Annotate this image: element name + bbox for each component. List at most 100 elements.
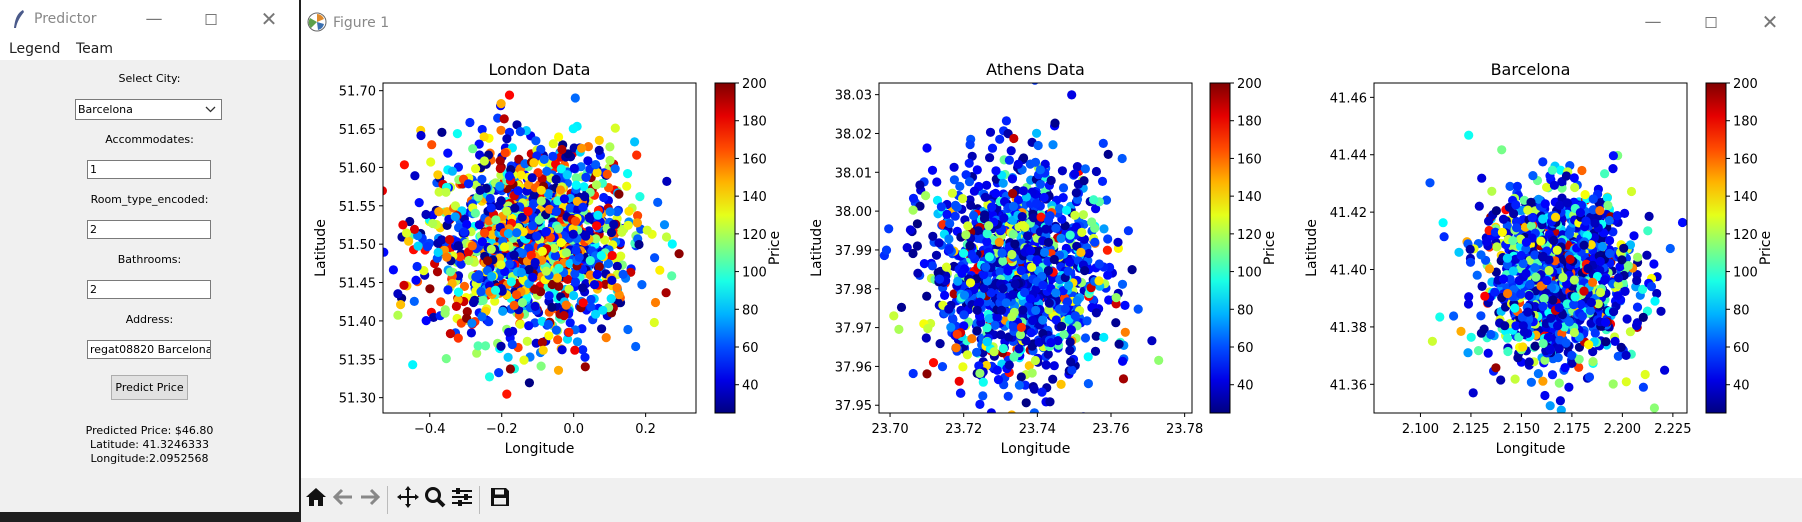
data-point xyxy=(526,250,536,260)
data-point xyxy=(570,345,580,355)
data-point xyxy=(1549,180,1559,190)
figure-titlebar[interactable]: Figure 1 — ◻ ✕ xyxy=(301,0,1802,44)
configure-subplots-icon[interactable] xyxy=(449,478,475,516)
data-point xyxy=(459,281,470,291)
data-point xyxy=(1014,344,1024,354)
room-type-input[interactable]: 2 xyxy=(87,220,211,239)
predict-price-button[interactable]: Predict Price xyxy=(111,375,188,400)
menu-legend[interactable]: Legend xyxy=(9,41,61,57)
data-point xyxy=(495,253,505,263)
forward-arrow-icon[interactable] xyxy=(357,478,383,516)
data-point xyxy=(456,259,466,269)
data-point xyxy=(626,267,636,277)
data-point xyxy=(1016,372,1026,382)
data-point xyxy=(1078,210,1088,220)
y-tick-label: 51.55 xyxy=(339,200,376,215)
data-point xyxy=(541,266,551,276)
data-point xyxy=(599,192,609,203)
figure-minimize-icon[interactable]: — xyxy=(1644,12,1662,32)
pan-icon[interactable] xyxy=(395,478,421,516)
data-point xyxy=(1053,336,1063,346)
data-point xyxy=(581,172,591,182)
data-point xyxy=(1484,264,1495,274)
data-point xyxy=(570,269,580,279)
data-point xyxy=(959,248,969,258)
colorbar-tick-label: 140 xyxy=(1733,190,1758,205)
save-icon[interactable] xyxy=(487,478,513,516)
colorbar-tick-label: 80 xyxy=(1733,303,1750,318)
data-point xyxy=(451,301,461,311)
scatter-points xyxy=(1425,130,1687,413)
data-point xyxy=(490,285,501,295)
data-point xyxy=(1133,304,1143,314)
data-point xyxy=(459,227,469,237)
data-point xyxy=(1031,305,1041,315)
data-point xyxy=(1091,331,1101,341)
data-point xyxy=(958,362,968,372)
data-point xyxy=(1065,345,1075,356)
data-point xyxy=(536,185,546,195)
accommodates-input[interactable]: 1 xyxy=(87,160,211,179)
home-icon[interactable] xyxy=(303,478,329,516)
data-point xyxy=(1518,342,1528,352)
data-point xyxy=(1097,176,1108,186)
data-point xyxy=(1091,166,1101,177)
data-point xyxy=(331,228,340,237)
data-point xyxy=(1476,250,1486,260)
feather-icon xyxy=(12,9,26,33)
data-point xyxy=(1008,322,1019,332)
menu-team[interactable]: Team xyxy=(76,41,114,57)
data-point xyxy=(1502,333,1513,343)
figure-close-icon[interactable]: ✕ xyxy=(1761,10,1779,34)
data-point xyxy=(436,297,446,307)
data-point xyxy=(568,229,578,239)
data-point xyxy=(932,177,942,187)
zoom-icon[interactable] xyxy=(422,478,448,516)
data-point xyxy=(506,277,516,287)
maximize-icon[interactable]: ◻ xyxy=(203,9,219,29)
data-point xyxy=(414,198,424,208)
data-point xyxy=(383,247,389,257)
data-point xyxy=(981,262,991,272)
city-select[interactable]: Barcelona xyxy=(75,99,222,120)
y-tick-label: 51.60 xyxy=(339,161,376,176)
y-axis-label: Latitude xyxy=(1304,219,1320,277)
data-point xyxy=(532,231,542,241)
data-point xyxy=(486,203,496,213)
data-point xyxy=(580,191,590,202)
data-point xyxy=(1555,200,1565,210)
data-point xyxy=(1051,288,1061,298)
figure-canvas[interactable]: London Data −0.4 −0.2 0.0 0.2 51.30 51.35 51.40… xyxy=(301,44,1802,478)
data-point xyxy=(957,268,967,278)
data-point xyxy=(1465,257,1476,267)
close-icon[interactable]: ✕ xyxy=(260,7,278,31)
data-point xyxy=(661,288,671,298)
data-point xyxy=(502,206,512,216)
data-point xyxy=(609,219,619,230)
figure-maximize-icon[interactable]: ◻ xyxy=(1703,12,1719,32)
data-point xyxy=(1625,327,1635,337)
toolbar-separator xyxy=(479,486,480,514)
minimize-icon[interactable]: — xyxy=(145,9,163,29)
data-point xyxy=(1521,237,1531,247)
data-point xyxy=(1031,198,1041,209)
data-point xyxy=(591,180,602,190)
address-input[interactable]: regat08820 Barcelona xyxy=(87,340,211,359)
data-point xyxy=(1118,374,1129,384)
data-point xyxy=(922,291,932,301)
data-point xyxy=(632,218,642,228)
back-arrow-icon[interactable] xyxy=(330,478,356,516)
data-point xyxy=(602,169,612,179)
data-point xyxy=(477,124,487,135)
data-point xyxy=(555,185,566,195)
data-point xyxy=(653,197,663,207)
data-point xyxy=(1009,352,1019,362)
colorbar-tick-label: 40 xyxy=(742,379,759,394)
data-point xyxy=(581,231,591,241)
data-point xyxy=(1066,325,1076,335)
data-point xyxy=(464,255,474,266)
bathrooms-input[interactable]: 2 xyxy=(87,280,211,299)
predictor-titlebar[interactable]: Predictor — ◻ ✕ xyxy=(0,0,299,38)
data-point xyxy=(984,314,994,324)
data-point xyxy=(1016,322,1026,332)
